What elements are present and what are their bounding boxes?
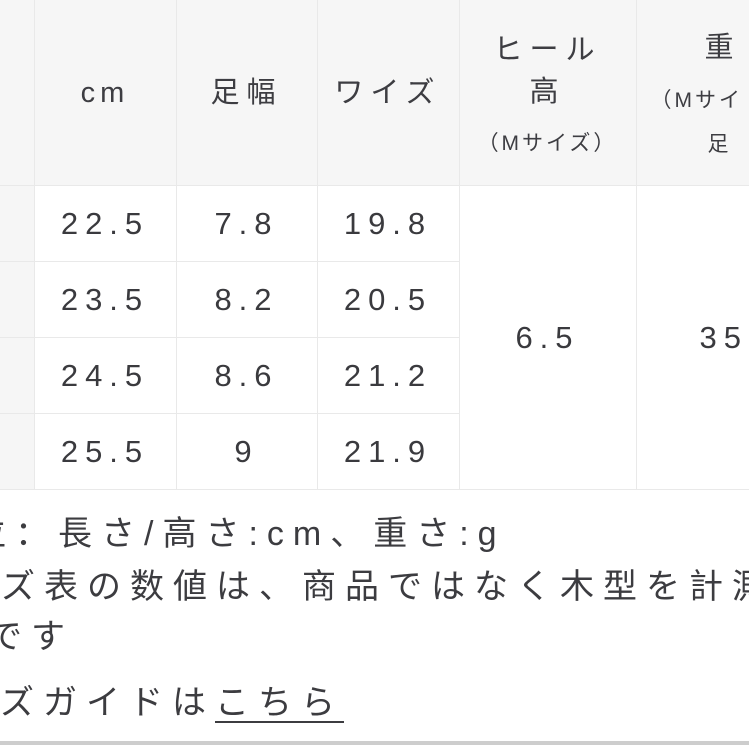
- weight-header-line3: 足: [707, 132, 732, 156]
- column-header-foot-width-label: 足幅: [210, 76, 283, 109]
- cell-wise: 19.8: [316, 185, 460, 262]
- table-row: 25.5 9 21.9: [0, 413, 749, 490]
- table-row: 24.5 8.6 21.2: [0, 337, 749, 414]
- note-size-guide: ズガイドはこちら: [0, 681, 344, 725]
- size-guide-link[interactable]: こちら: [215, 684, 344, 722]
- table-row: 23.5 8.2 20.5: [0, 261, 749, 338]
- row-header-cell: [0, 261, 35, 338]
- cell-cm: 22.5: [33, 185, 177, 262]
- cell-foot-width: 9: [175, 413, 318, 490]
- cell-cm: 24.5: [33, 337, 177, 414]
- cell-foot-width: 7.8: [175, 185, 318, 262]
- weight-header-line2: （Mサイ: [650, 88, 743, 112]
- row-header-cell: [0, 413, 35, 490]
- cell-cm: 25.5: [33, 413, 177, 490]
- size-label-column-header: [0, 0, 35, 186]
- cell-wise: 20.5: [316, 261, 460, 338]
- weight-header-line1: 重: [704, 31, 741, 64]
- heel-header-line2: 高: [529, 75, 566, 108]
- column-header-cm-label: cm: [80, 76, 130, 109]
- note-units-clipped-char: 位: [0, 515, 15, 553]
- cell-foot-width: 8.6: [175, 337, 318, 414]
- cell-wise: 21.2: [316, 337, 460, 414]
- row-header-cell: [0, 185, 35, 262]
- cell-cm: 23.5: [33, 261, 177, 338]
- note-units-text: ：長さ/高さ:cm、重さ:g: [15, 515, 506, 553]
- table-row: 22.5 7.8 19.8 6.5 35: [0, 185, 749, 490]
- bottom-divider: [0, 741, 749, 745]
- size-guide-text: ズガイドは: [0, 684, 215, 722]
- column-header-cm: cm: [33, 0, 177, 186]
- heel-header-sub: （Mサイズ）: [477, 131, 618, 155]
- column-header-heel-height: ヒール 高 （Mサイズ）: [458, 0, 637, 186]
- note-disclaimer-line1: ズ表の数値は、商品ではなく木型を計測: [1, 568, 749, 606]
- column-header-foot-width: 足幅: [175, 0, 318, 186]
- cell-weight: 35: [635, 185, 749, 490]
- note-units: 位：長さ/高さ:cm、重さ:g: [0, 512, 506, 556]
- size-table: cm 足幅 ワイズ ヒール 高 （Mサイズ） 重 （Mサイ 足 22.5 7.8: [0, 0, 749, 490]
- cell-foot-width: 8.2: [175, 261, 318, 338]
- row-header-cell: [0, 337, 35, 414]
- column-header-wise: ワイズ: [316, 0, 460, 186]
- column-header-wise-label: ワイズ: [334, 76, 442, 109]
- cell-heel-height: 6.5: [458, 185, 637, 490]
- note-disclaimer-line2: です: [0, 618, 74, 656]
- column-header-weight: 重 （Mサイ 足: [635, 0, 749, 186]
- table-header-row: cm 足幅 ワイズ ヒール 高 （Mサイズ） 重 （Mサイ 足: [0, 0, 749, 186]
- cell-wise: 21.9: [316, 413, 460, 490]
- heel-header-line1: ヒール: [493, 33, 602, 66]
